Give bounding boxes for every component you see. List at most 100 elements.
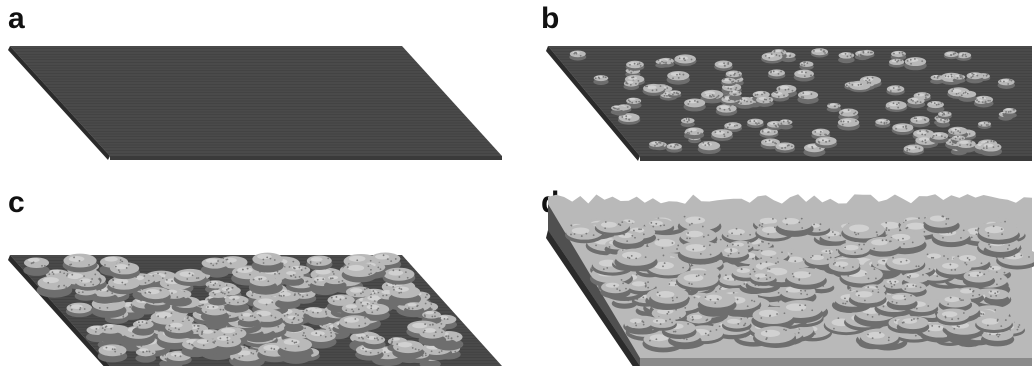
substrate-edge [8,255,110,366]
deposit-island [977,121,992,130]
panel-b-early-islands [546,46,1032,161]
deposit-island [848,288,887,308]
deposit-island [642,83,665,96]
substrate-edge [8,46,110,160]
deposit-island [977,222,1020,245]
panel-label-b: b [541,2,560,35]
panel-d-continuous-film [546,194,1034,366]
deposit-island [723,122,743,133]
deposit-island [774,142,796,154]
deposit-island [697,292,737,314]
deposit-island [23,257,50,276]
deposit-island [618,113,641,125]
deposit-island [610,105,624,115]
deposit-island [648,140,664,150]
deposit-island [721,316,752,332]
deposit-island [874,118,891,128]
deposit-island [666,143,683,153]
deposit-island [974,98,988,107]
deposit-island [761,52,783,64]
substrate-front [640,156,1032,161]
deposit-island [200,257,229,276]
deposit-island [192,338,220,356]
deposit-island [232,349,263,366]
deposit-island [36,275,73,298]
deposit-island [841,220,886,243]
deposit-island [804,252,836,269]
deposit-island [935,308,971,326]
deposit-island [697,141,721,155]
deposit-island [594,218,631,236]
deposit-island [886,292,918,311]
deposit-island [666,71,690,85]
deposit-island [675,270,720,291]
deposit-island [251,252,284,273]
deposit-island [885,254,926,274]
substrate-edge [546,230,640,366]
deposit-island [341,262,378,283]
deposit-island [979,142,1003,157]
deposit-island [74,276,101,291]
deposit-island [1002,107,1017,119]
deposit-island [859,328,900,349]
deposit-island [890,50,907,61]
deposit-island [793,69,815,82]
deposit-island [760,138,781,150]
deposit-island [930,74,944,85]
deposit-island [392,340,425,360]
deposit-island [677,240,723,265]
substrate-front [110,156,502,160]
deposit-island [810,48,829,58]
deposit-island [755,96,774,107]
deposit-island [647,316,677,331]
deposit-island [952,74,966,84]
deposit-island [864,236,902,257]
deposit-island [65,302,93,318]
deposit-island [132,320,155,336]
deposit-island [684,127,705,140]
deposit-island [929,132,949,144]
deposit-island [815,136,838,149]
deposit-island [848,80,872,93]
deposit-island [904,57,927,71]
deposit-island [362,335,386,350]
deposit-island [715,104,738,116]
deposit-island [98,323,123,342]
deposit-island [837,117,860,131]
deposit-island [896,316,930,334]
deposit-island [404,302,425,315]
deposit-island [97,344,128,363]
deposit-island [564,224,605,244]
deposit-island [109,262,140,280]
deposit-island [778,119,793,130]
panel-label-c: c [8,186,25,219]
deposit-island [975,314,1013,333]
deposit-island [767,69,786,80]
deposit-island [382,267,416,285]
deposit-island [655,59,668,68]
deposit-island [600,281,631,299]
deposit-island [305,329,337,349]
deposit-island [751,306,795,330]
deposit-island [107,276,141,295]
deposit-island [935,259,973,279]
deposit-island [645,257,691,279]
deposit-island [668,90,682,99]
deposit-island [962,269,996,288]
deposit-island [997,78,1016,89]
deposit-island [277,337,313,360]
deposit-island [307,308,332,326]
deposit-island [753,326,797,348]
deposit-island [200,303,230,323]
deposit-island [275,291,301,310]
deposit-island [937,111,952,120]
substrate-top [10,46,502,156]
deposit-island [923,213,960,234]
deposit-island [926,101,945,113]
deposit-island [838,52,855,64]
deposit-island [938,294,973,313]
deposit-island [626,279,657,295]
deposit-island [826,102,841,113]
deposit-island [418,327,447,346]
deposit-island [784,268,827,290]
